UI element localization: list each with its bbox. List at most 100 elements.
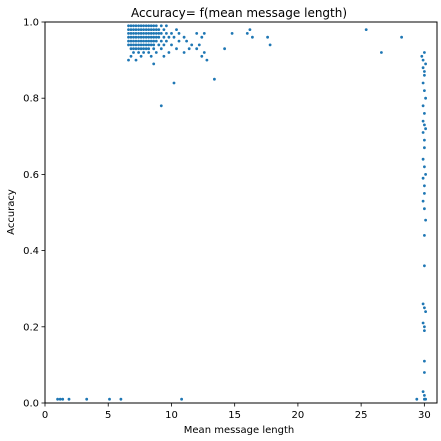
data-point-83	[129, 43, 133, 47]
data-point-111	[132, 51, 135, 54]
data-point-9	[149, 24, 153, 28]
y-axis-label: Accuracy	[6, 189, 17, 235]
data-point-60	[157, 35, 161, 39]
data-point-103	[142, 47, 146, 51]
data-point-70	[137, 39, 141, 43]
data-point-177	[423, 264, 426, 268]
data-point-55	[144, 35, 148, 39]
y-tick-label-3: 0.6	[23, 170, 39, 181]
data-point-148	[180, 397, 184, 401]
data-point-122	[162, 54, 166, 58]
data-point-97	[197, 43, 201, 47]
data-point-125	[134, 58, 138, 62]
data-point-74	[147, 39, 151, 43]
data-point-42	[159, 32, 163, 35]
data-point-152	[424, 62, 427, 66]
data-point-3	[134, 24, 138, 28]
data-point-113	[142, 51, 146, 54]
data-point-99	[132, 47, 135, 51]
data-point-120	[139, 54, 143, 58]
x-axis-label: Mean message length	[184, 425, 294, 436]
x-tick-label-4: 20	[292, 410, 305, 421]
data-point-86	[137, 43, 141, 47]
data-point-104	[144, 47, 148, 51]
data-point-187	[423, 394, 426, 397]
data-point-117	[182, 51, 186, 54]
data-point-10	[152, 24, 156, 28]
data-point-18	[137, 28, 141, 31]
data-point-168	[423, 165, 426, 169]
y-tick-label-2: 0.4	[23, 246, 39, 257]
data-point-68	[132, 39, 135, 43]
data-point-116	[167, 51, 171, 54]
data-point-17	[134, 28, 138, 31]
data-point-43	[165, 32, 168, 35]
y-tick-label-1: 0.2	[23, 322, 39, 333]
data-point-76	[152, 39, 156, 43]
data-point-130	[213, 77, 216, 81]
data-point-0	[127, 24, 130, 28]
data-point-28	[175, 28, 178, 31]
y-tick-label-4: 0.8	[23, 94, 39, 105]
data-point-78	[159, 39, 163, 43]
data-point-72	[142, 39, 146, 43]
data-point-77	[154, 39, 158, 43]
data-point-12	[159, 24, 163, 28]
data-point-31	[132, 32, 135, 35]
data-point-132	[223, 47, 227, 51]
data-point-139	[380, 51, 383, 54]
data-point-109	[187, 47, 191, 51]
data-point-147	[119, 397, 123, 401]
data-point-149	[420, 54, 424, 58]
plot-frame	[44, 21, 438, 404]
data-point-84	[132, 43, 135, 47]
data-point-5	[139, 24, 143, 28]
data-point-8	[147, 24, 151, 28]
data-point-162	[423, 123, 426, 127]
y-tick-label-5: 1.0	[23, 18, 39, 29]
data-point-184	[423, 359, 426, 363]
data-point-128	[172, 81, 176, 85]
data-point-112	[137, 51, 141, 54]
data-point-119	[129, 54, 133, 58]
data-point-19	[139, 28, 143, 31]
data-point-40	[154, 32, 158, 35]
data-point-134	[251, 35, 254, 39]
data-point-16	[132, 28, 135, 31]
data-point-153	[421, 66, 425, 70]
data-point-62	[167, 35, 171, 39]
data-point-105	[147, 47, 151, 51]
data-point-37	[147, 32, 151, 35]
data-point-80	[177, 39, 181, 43]
data-point-114	[147, 51, 151, 54]
data-point-163	[424, 127, 427, 131]
data-point-85	[134, 43, 138, 47]
data-point-7	[144, 24, 148, 28]
data-point-131	[230, 32, 234, 35]
x-tick-label-2: 10	[165, 410, 178, 421]
data-point-45	[177, 32, 181, 35]
data-point-138	[364, 28, 368, 31]
data-point-107	[159, 47, 163, 51]
data-point-160	[423, 112, 426, 115]
data-point-49	[129, 35, 133, 39]
data-point-54	[142, 35, 146, 39]
data-point-161	[421, 119, 425, 123]
data-point-88	[142, 43, 146, 47]
data-point-41	[157, 32, 161, 35]
data-point-33	[137, 32, 141, 35]
data-point-169	[424, 173, 427, 176]
data-point-29	[127, 32, 130, 35]
data-point-36	[144, 32, 148, 35]
data-point-81	[185, 39, 189, 43]
data-point-22	[147, 28, 151, 31]
data-point-180	[424, 310, 427, 313]
data-point-101	[137, 47, 141, 51]
data-point-145	[85, 397, 89, 401]
data-point-50	[132, 35, 135, 39]
points-layer	[56, 24, 427, 401]
data-point-182	[423, 325, 426, 329]
data-point-133	[245, 32, 249, 35]
data-point-167	[421, 157, 425, 161]
data-point-146	[108, 397, 111, 401]
